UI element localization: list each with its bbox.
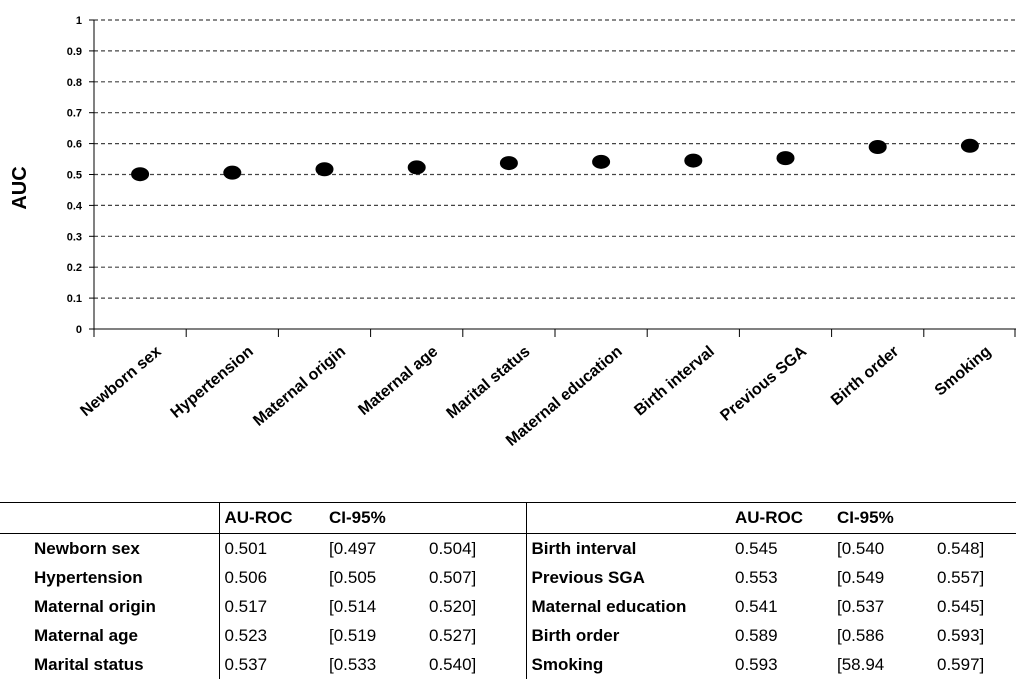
row-label: Birth interval: [525, 533, 735, 563]
row-label: Previous SGA: [525, 563, 735, 592]
y-tick-label: 0: [76, 324, 82, 336]
table-row: Maternal age 0.523 [0.519 0.527] Birth order…: [0, 621, 1016, 650]
auc-value: 0.537: [218, 650, 329, 679]
ci-low-value: [0.514: [329, 596, 377, 616]
data-point: [131, 167, 150, 182]
gridlines: [94, 19, 1016, 299]
auc-table: AU-ROC CI-95% AU-ROC CI-95% Newborn sex 0…: [0, 502, 1016, 679]
ci-high-value: 0.527]: [429, 625, 477, 645]
row-label: Smoking: [525, 650, 735, 679]
auc-value: 0.517: [218, 592, 329, 621]
y-tick-label: 1: [76, 15, 82, 27]
row-label: Maternal origin: [34, 596, 156, 616]
auc-value: 0.523: [218, 621, 329, 650]
ci-low-value: [0.505: [329, 567, 377, 587]
header-ci-95: CI-95%: [329, 502, 429, 534]
ci-high-value: 0.504]: [429, 538, 477, 558]
header-blank: [937, 502, 1016, 534]
header-blank: [0, 502, 219, 534]
y-axis-title: AUC: [9, 166, 31, 209]
y-tick-label: 0.1: [67, 293, 82, 305]
row-label: Birth order: [525, 621, 735, 650]
y-tick-label: 0.4: [67, 200, 83, 212]
data-point: [223, 165, 242, 180]
header-au-roc: AU-ROC: [218, 502, 329, 534]
ci-high-value: 0.520]: [429, 596, 477, 616]
auc-chart: 0 0.1 0.2 0.3 0.4 0.5 0.6 0.7 0.8 0.9 1 Newborn se…: [9, 15, 1016, 450]
ci-high-value: 0.540]: [429, 654, 477, 674]
auc-value: 0.545: [735, 538, 778, 558]
y-tick-label: 0.5: [67, 170, 82, 182]
ci-low-value: [0.519: [329, 625, 377, 645]
data-point: [499, 156, 518, 171]
x-tick-label: Birth order: [828, 343, 902, 409]
y-tick-label: 0.7: [67, 108, 82, 120]
header-ci-95: CI-95%: [837, 502, 937, 534]
ci-low-value: [0.549: [837, 567, 885, 587]
x-tick-label: Maternal origin: [250, 343, 349, 430]
y-tick-label: 0.2: [67, 262, 82, 274]
x-tick-label: Smoking: [932, 343, 995, 399]
ci-low-value: [0.497: [329, 538, 377, 558]
y-tick-label: 0.6: [67, 139, 82, 151]
row-label: Maternal age: [34, 625, 138, 645]
table-row: Hypertension 0.506 [0.505 0.507] Previous SG…: [0, 563, 1016, 592]
x-tick-label: Marital status: [444, 343, 534, 422]
x-tick-label: Hypertension: [168, 343, 257, 422]
x-tick-label: Newborn sex: [77, 343, 164, 420]
data-point: [776, 151, 795, 166]
header-blank: [429, 502, 526, 534]
y-tick-label: 0.3: [67, 231, 82, 243]
ci-high-value: 0.557]: [937, 567, 985, 587]
data-point: [407, 160, 426, 175]
data-point: [315, 162, 334, 177]
data-point: [868, 139, 887, 154]
row-label: Hypertension: [34, 567, 143, 587]
table-row: Maternal origin 0.517 [0.514 0.520] Maternal…: [0, 592, 1016, 621]
auc-value: 0.553: [735, 567, 778, 587]
table-row: Marital status 0.537 [0.533 0.540] Smoking 0.…: [0, 650, 1016, 679]
auc-value: 0.589: [735, 625, 778, 645]
data-points: [131, 138, 979, 182]
table-row: Newborn sex 0.501 [0.497 0.504] Birth interv…: [0, 533, 1016, 563]
ci-high-value: 0.548]: [937, 538, 985, 558]
auc-value: 0.541: [735, 596, 778, 616]
y-tick-label: 0.8: [67, 77, 82, 89]
ci-low-value: [58.94: [837, 654, 885, 674]
auc-value: 0.506: [218, 563, 329, 592]
data-point: [684, 153, 703, 168]
auc-results-table: AU-ROC CI-95% AU-ROC CI-95% Newborn sex 0…: [0, 502, 1016, 679]
data-point: [960, 138, 979, 153]
ci-low-value: [0.540: [837, 538, 885, 558]
ci-low-value: [0.537: [837, 596, 885, 616]
header-blank: [525, 502, 735, 534]
ci-high-value: 0.597]: [937, 654, 985, 674]
x-tick-label: Previous SGA: [717, 343, 810, 425]
auc-value: 0.593: [735, 654, 778, 674]
ci-high-value: 0.507]: [429, 567, 477, 587]
table-header-row: AU-ROC CI-95% AU-ROC CI-95%: [0, 502, 1016, 534]
auc-value: 0.501: [218, 533, 329, 563]
row-label: Marital status: [34, 654, 144, 674]
ci-low-value: [0.586: [837, 625, 885, 645]
header-au-roc: AU-ROC: [735, 502, 837, 534]
data-point: [592, 154, 611, 169]
x-tick-label: Maternal age: [355, 343, 441, 419]
axes: [89, 19, 1016, 337]
ci-high-value: 0.545]: [937, 596, 985, 616]
ci-low-value: [0.533: [329, 654, 377, 674]
row-label: Newborn sex: [34, 538, 140, 558]
row-label: Maternal education: [525, 592, 735, 621]
y-tick-label: 0.9: [67, 46, 82, 58]
y-tick-labels: 0 0.1 0.2 0.3 0.4 0.5 0.6 0.7 0.8 0.9 1: [67, 15, 83, 336]
x-tick-label: Birth interval: [631, 343, 718, 419]
ci-high-value: 0.593]: [937, 625, 985, 645]
